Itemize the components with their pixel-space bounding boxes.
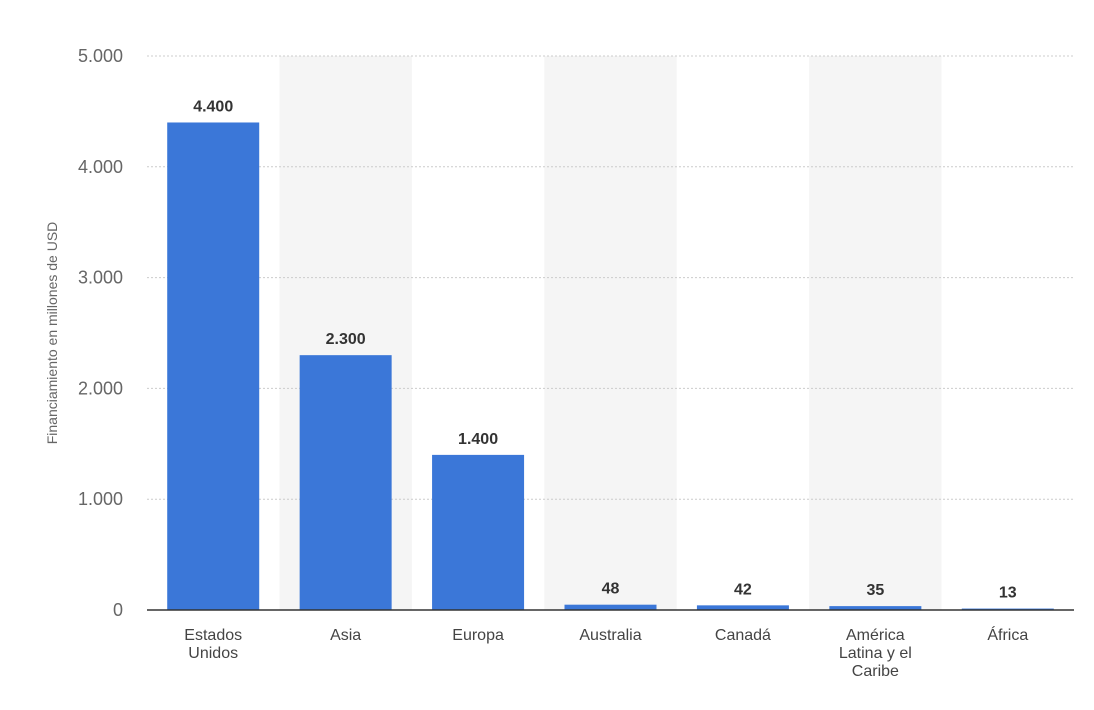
value-label: 13 (999, 585, 1017, 602)
x-tick-label: Europa (452, 627, 504, 644)
x-tick-label: África (987, 625, 1028, 644)
y-tick-label: 3.000 (78, 268, 123, 288)
y-tick-label: 0 (113, 600, 123, 620)
value-labels: 4.400 2.300 1.400 48 42 35 13 (193, 98, 1017, 601)
x-tick-label: Canadá (715, 627, 771, 644)
band (809, 56, 942, 610)
x-tick-label: Australia (579, 627, 641, 644)
y-tick-label: 1.000 (78, 489, 123, 509)
bar (564, 604, 657, 610)
x-axis-labels: Estados Unidos Asia Europa Australia Canadá Am… (184, 625, 1028, 680)
bar (696, 605, 789, 610)
value-label: 1.400 (458, 431, 498, 448)
value-label: 4.400 (193, 98, 233, 115)
y-tick-label: 2.000 (78, 378, 123, 398)
y-axis-ticks: 0 1.000 2.000 3.000 4.000 5.000 (78, 46, 123, 620)
bar (829, 606, 922, 610)
bar (432, 454, 525, 610)
y-tick-label: 4.000 (78, 157, 123, 177)
gridlines (147, 55, 1074, 500)
x-tick-label: América Latina y el Caribe (839, 627, 912, 680)
x-tick-label: Asia (330, 627, 361, 644)
band (544, 56, 677, 610)
value-label: 48 (602, 581, 620, 598)
bar (299, 355, 392, 610)
y-axis-label: Financiamiento en millones de USD (44, 222, 60, 445)
alternating-bands (279, 56, 942, 610)
value-label: 2.300 (326, 331, 366, 348)
bar (167, 122, 260, 610)
y-tick-label: 5.000 (78, 46, 123, 66)
value-label: 35 (866, 582, 884, 599)
x-tick-label: Estados Unidos (184, 627, 242, 662)
bars (167, 122, 1054, 610)
value-label: 42 (734, 581, 752, 598)
